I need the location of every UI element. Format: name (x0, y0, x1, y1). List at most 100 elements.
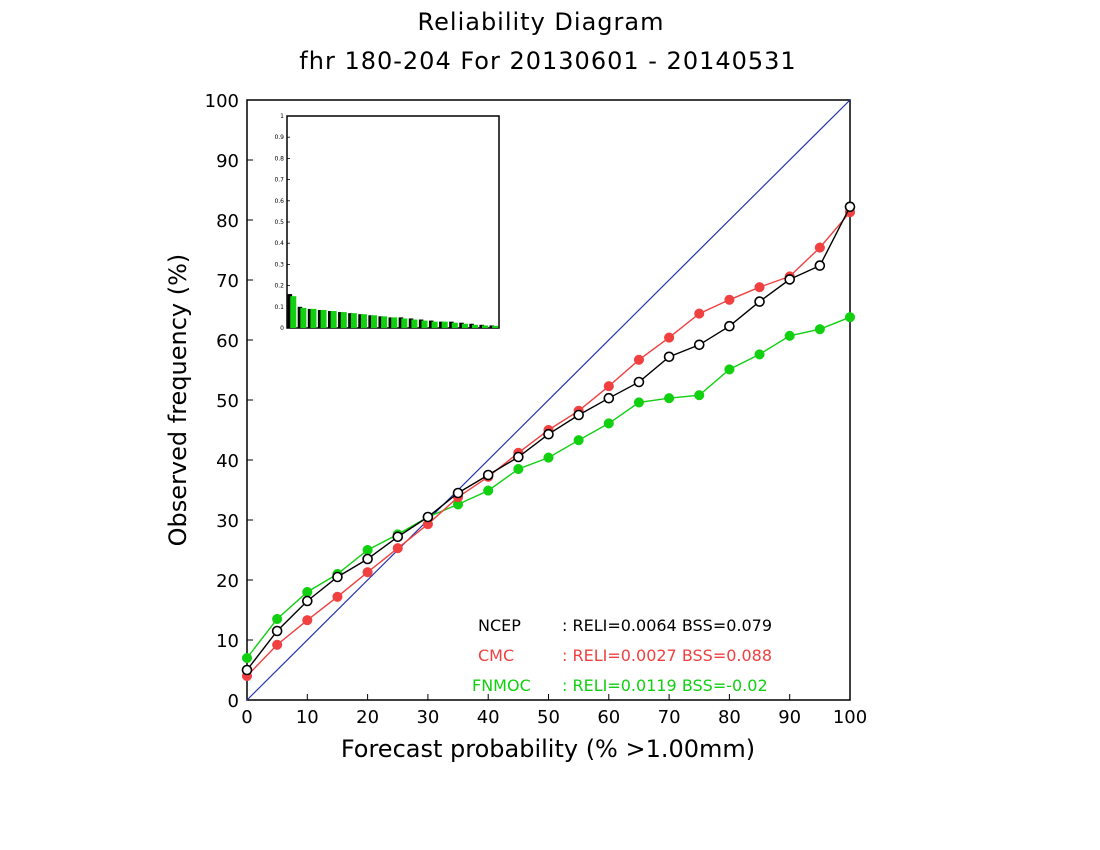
inset-bar-fnmoc (451, 322, 458, 328)
series-group (241, 201, 856, 682)
inset-bar-fnmoc (421, 320, 428, 328)
point-ncep (362, 553, 373, 565)
diagonal-line (246, 99, 851, 701)
inset-bar-ncep (307, 308, 313, 328)
legend-stats-ncep: : RELI=0.0064 BSS=0.079 (562, 616, 772, 635)
inset-bar-ncep (489, 325, 495, 328)
inset-bar-fnmoc (431, 321, 438, 328)
point-fnmoc (241, 652, 253, 664)
point-fnmoc (633, 397, 645, 408)
inset-tick-label: 1 (280, 113, 284, 120)
inset-tick-label: 0.1 (274, 304, 284, 311)
x-tick-label: 90 (778, 707, 801, 728)
inset-bar-ncep (439, 321, 444, 328)
legend-name-ncep: NCEP (478, 616, 521, 635)
point-fnmoc (784, 330, 795, 341)
inset-bar-fnmoc (310, 308, 317, 328)
chart-title: Reliability Diagram (418, 8, 665, 36)
inset-tick-label: 0.6 (274, 198, 284, 205)
inset-bar-ncep (428, 320, 434, 328)
y-tick-label: 90 (216, 151, 239, 172)
inset-tick-label: 0 (280, 325, 284, 332)
point-cmc (754, 282, 765, 293)
legend-stats-cmc: : RELI=0.0027 BSS=0.088 (562, 646, 772, 665)
point-ncep (784, 274, 796, 285)
legend-stats-fnmoc: : RELI=0.0119 BSS=-0.02 (562, 676, 768, 695)
point-fnmoc (362, 544, 373, 556)
inset-tick-label: 0.3 (274, 261, 284, 268)
inset-histogram: 0 0.1 0.2 0.3 0.4 0.5 0.6 0.7 0.8 0.9 1 (274, 113, 500, 332)
y-tick-label: 70 (216, 271, 239, 292)
x-tick-label: 60 (597, 707, 620, 728)
point-fnmoc (603, 418, 614, 429)
inset-bar-fnmoc (492, 325, 499, 328)
point-ncep (844, 201, 856, 213)
point-fnmoc (754, 349, 765, 360)
point-fnmoc (694, 390, 705, 401)
inset-bar-fnmoc (340, 312, 347, 328)
inset-bar-ncep (469, 323, 474, 328)
point-ncep (603, 392, 615, 404)
inset-bar-ncep (358, 314, 363, 328)
inset-bar-fnmoc (471, 324, 479, 328)
point-fnmoc (483, 485, 494, 496)
inset-tick-label: 0.7 (274, 177, 284, 184)
legend: NCEP : RELI=0.0064 BSS=0.079 CMC : RELI=… (472, 616, 772, 695)
inset-bar-fnmoc (300, 307, 307, 328)
inset-bar-fnmoc (441, 321, 448, 328)
y-tick-label: 50 (216, 391, 239, 412)
inset-bar-ncep (317, 309, 323, 328)
point-ncep (754, 296, 765, 307)
inset-bar-fnmoc (401, 318, 408, 328)
point-fnmoc (844, 312, 856, 323)
point-fnmoc (272, 613, 283, 625)
inset-bar-ncep (287, 294, 293, 328)
point-fnmoc (302, 586, 313, 598)
inset-bar-ncep (479, 324, 484, 328)
inset-tick-label: 0.2 (274, 283, 284, 290)
x-tick-label: 30 (416, 707, 439, 728)
inset-bar-fnmoc (461, 323, 468, 328)
inset-bar-fnmoc (350, 313, 357, 328)
point-fnmoc (543, 452, 554, 463)
inset-bar-fnmoc (482, 325, 489, 328)
point-ncep (271, 625, 283, 637)
inset-bar-fnmoc (411, 319, 418, 328)
y-axis-label: Observed frequency (%) (164, 254, 192, 547)
y-tick-label: 0 (228, 691, 239, 712)
perfect-reliability-line (246, 99, 851, 701)
point-ncep (452, 487, 464, 499)
inset-bar-ncep (327, 311, 333, 328)
x-tick-label: 40 (477, 707, 500, 728)
point-ncep (392, 531, 404, 543)
inset-bar-fnmoc (391, 317, 398, 328)
inset-bar-fnmoc (330, 311, 337, 328)
y-tick-label: 80 (216, 211, 239, 232)
x-tick-label: 100 (833, 707, 867, 728)
point-ncep (513, 451, 524, 463)
y-tick-label: 10 (216, 631, 239, 652)
inset-bar-fnmoc (360, 314, 367, 328)
inset-tick-label: 0.4 (274, 240, 284, 247)
point-cmc (392, 543, 403, 554)
point-ncep (693, 339, 705, 351)
inset-bar-ncep (388, 317, 394, 328)
x-tick-label: 50 (537, 707, 560, 728)
point-ncep (663, 351, 675, 363)
point-ncep (633, 376, 645, 388)
point-cmc (302, 615, 313, 626)
point-ncep (301, 595, 313, 607)
point-ncep (422, 511, 434, 523)
y-tick-label: 60 (216, 331, 239, 352)
legend-name-cmc: CMC (478, 646, 514, 665)
inset-bar-ncep (348, 313, 353, 328)
inset-frame (286, 115, 500, 329)
x-tick-label: 20 (356, 707, 379, 728)
point-ncep (482, 469, 494, 481)
inset-tick-label: 0.5 (274, 219, 284, 226)
point-ncep (724, 320, 735, 332)
axis-ticks: 0 10 20 30 40 50 60 70 80 90 100010203040506070809… (205, 91, 868, 728)
point-fnmoc (573, 435, 584, 446)
point-cmc (362, 567, 373, 578)
